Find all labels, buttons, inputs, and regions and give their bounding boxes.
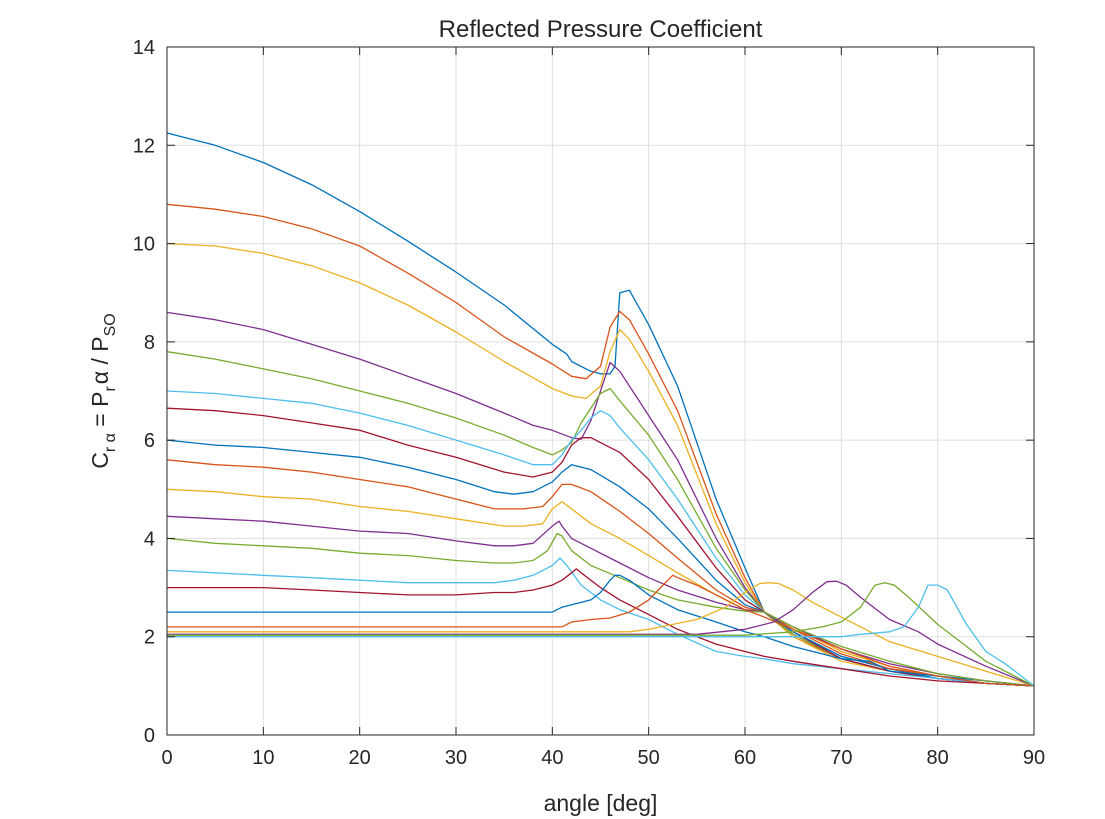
series-line-11 <box>166 515 1035 687</box>
series-line-5 <box>166 351 1035 687</box>
x-axis-label: angle [deg] <box>544 790 658 816</box>
x-tick-label: 60 <box>734 747 756 769</box>
x-tick-label: 40 <box>541 747 563 769</box>
y-label-c: C <box>87 452 113 469</box>
x-tick-label: 80 <box>927 747 949 769</box>
x-tick-label: 90 <box>1023 747 1045 769</box>
y-label-c-sub: r α <box>102 433 119 452</box>
series-layer <box>166 132 1035 687</box>
x-ticks: 0 10 20 30 40 50 60 70 80 90 <box>161 47 1045 769</box>
y-tick-label: 6 <box>144 430 155 452</box>
x-tick-label: 70 <box>830 747 852 769</box>
y-tick-label: 4 <box>144 528 155 550</box>
y-tick-label: 12 <box>133 135 155 157</box>
series-line-15 <box>167 574 1035 687</box>
series-line-13 <box>166 557 1035 687</box>
x-tick-label: 20 <box>349 747 371 769</box>
y-label-eq: = P <box>87 392 113 434</box>
series-line-17 <box>167 582 1035 687</box>
series-line-19 <box>167 582 1035 687</box>
chart-title: Reflected Pressure Coefficient <box>439 16 763 43</box>
y-ticks: 0 2 4 6 8 10 12 14 <box>133 37 1034 747</box>
y-label-p-sub: r <box>102 386 119 392</box>
series-line-16 <box>167 574 1035 687</box>
series-line-14 <box>167 568 1035 687</box>
series-line-8 <box>166 439 1035 687</box>
y-label-div: / P <box>87 336 113 371</box>
series-line-7 <box>166 407 1035 687</box>
x-tick-label: 50 <box>638 747 660 769</box>
y-tick-label: 0 <box>144 725 155 747</box>
y-tick-label: 8 <box>144 332 155 354</box>
x-tick-label: 30 <box>445 747 467 769</box>
x-tick-label: 0 <box>161 747 172 769</box>
y-tick-label: 10 <box>133 234 155 256</box>
y-tick-label: 2 <box>144 627 155 649</box>
y-label-so-sub: SO <box>102 313 119 336</box>
series-line-10 <box>166 488 1035 687</box>
series-line-20 <box>167 584 1035 687</box>
y-tick-label: 14 <box>133 37 155 59</box>
series-line-12 <box>166 532 1035 687</box>
axes-box <box>166 46 1035 736</box>
series-line-18 <box>167 580 1035 687</box>
y-axis-label: Cr α = Prα / PSO <box>87 313 119 468</box>
y-label-alpha: α <box>87 371 113 384</box>
x-tick-label: 10 <box>252 747 274 769</box>
series-line-9 <box>166 459 1035 687</box>
